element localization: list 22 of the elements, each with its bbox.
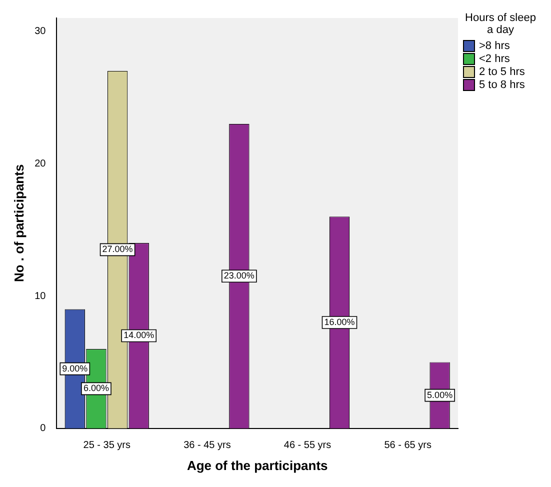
legend-label: >8 hrs: [479, 40, 510, 52]
legend-label: 2 to 5 hrs: [479, 66, 525, 78]
y-tick-label: 10: [34, 290, 46, 302]
data-label: 27.00%: [102, 244, 133, 254]
data-label: 9.00%: [62, 363, 88, 374]
y-tick-label: 20: [34, 158, 46, 170]
x-tick-label: 46 - 55 yrs: [284, 440, 332, 452]
legend-label: <2 hrs: [479, 53, 510, 65]
y-tick-label: 30: [34, 26, 46, 37]
x-axis-title: Age of the participants: [186, 458, 328, 473]
y-axis-title: No . of participants: [11, 164, 26, 282]
data-label: 5.00%: [427, 390, 453, 400]
data-label: 6.00%: [83, 383, 109, 394]
legend-title: Hours of sleep a day: [464, 12, 537, 36]
y-tick-label: 0: [40, 423, 46, 434]
x-tick-label: 56 - 65 yrs: [384, 440, 432, 452]
x-tick-label: 25 - 35 yrs: [83, 440, 131, 452]
data-label: 23.00%: [224, 270, 254, 281]
legend-label: 5 to 8 hrs: [479, 79, 525, 91]
data-label: 16.00%: [324, 316, 355, 327]
data-label: 14.00%: [124, 330, 154, 340]
x-tick-label: 36 - 45 yrs: [184, 440, 231, 452]
